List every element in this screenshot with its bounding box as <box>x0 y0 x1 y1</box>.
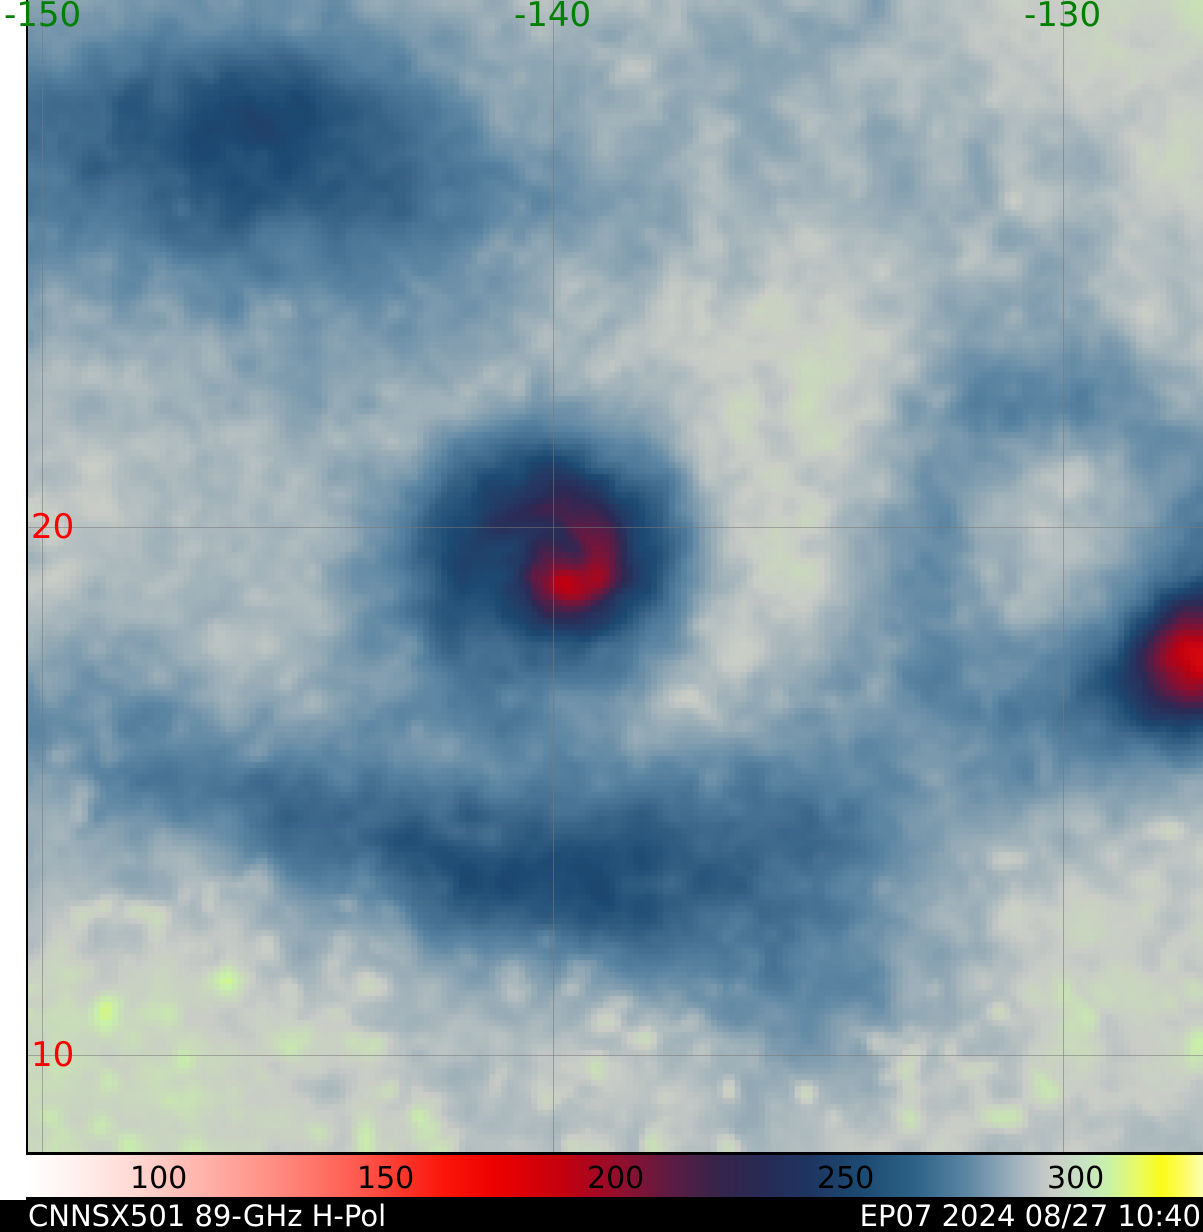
lat-tick-label-20: 20 <box>31 507 75 547</box>
brightness-temperature-colorbar[interactable]: 100 150 200 250 300 <box>26 1155 1203 1197</box>
footer-bar: CNNSX501 89-GHz H-Pol EP07 2024 08/27 10… <box>0 1200 1203 1232</box>
microwave-imagery-panel[interactable] <box>26 0 1203 1152</box>
colorbar-bottom-border <box>26 1197 1203 1200</box>
colorbar-tick-150: 150 <box>357 1161 415 1196</box>
sensor-product-label: CNNSX501 89-GHz H-Pol <box>28 1199 387 1232</box>
colorbar-tick-250: 250 <box>817 1161 875 1196</box>
brightness-temperature-raster[interactable] <box>28 0 1203 1152</box>
lon-tick-label--130: -130 <box>1024 0 1102 35</box>
colorbar-tick-100: 100 <box>130 1161 188 1196</box>
lon-tick-label--150: -150 <box>4 0 82 35</box>
colorbar-tick-200: 200 <box>587 1161 645 1196</box>
colorbar-top-border <box>26 1152 1203 1155</box>
colorbar-region: 100 150 200 250 300 <box>0 1152 1203 1200</box>
storm-datetime-label: EP07 2024 08/27 10:40 <box>859 1199 1201 1232</box>
lat-tick-label-10: 10 <box>31 1035 75 1075</box>
colorbar-tick-300: 300 <box>1047 1161 1105 1196</box>
lon-tick-label--140: -140 <box>514 0 592 35</box>
